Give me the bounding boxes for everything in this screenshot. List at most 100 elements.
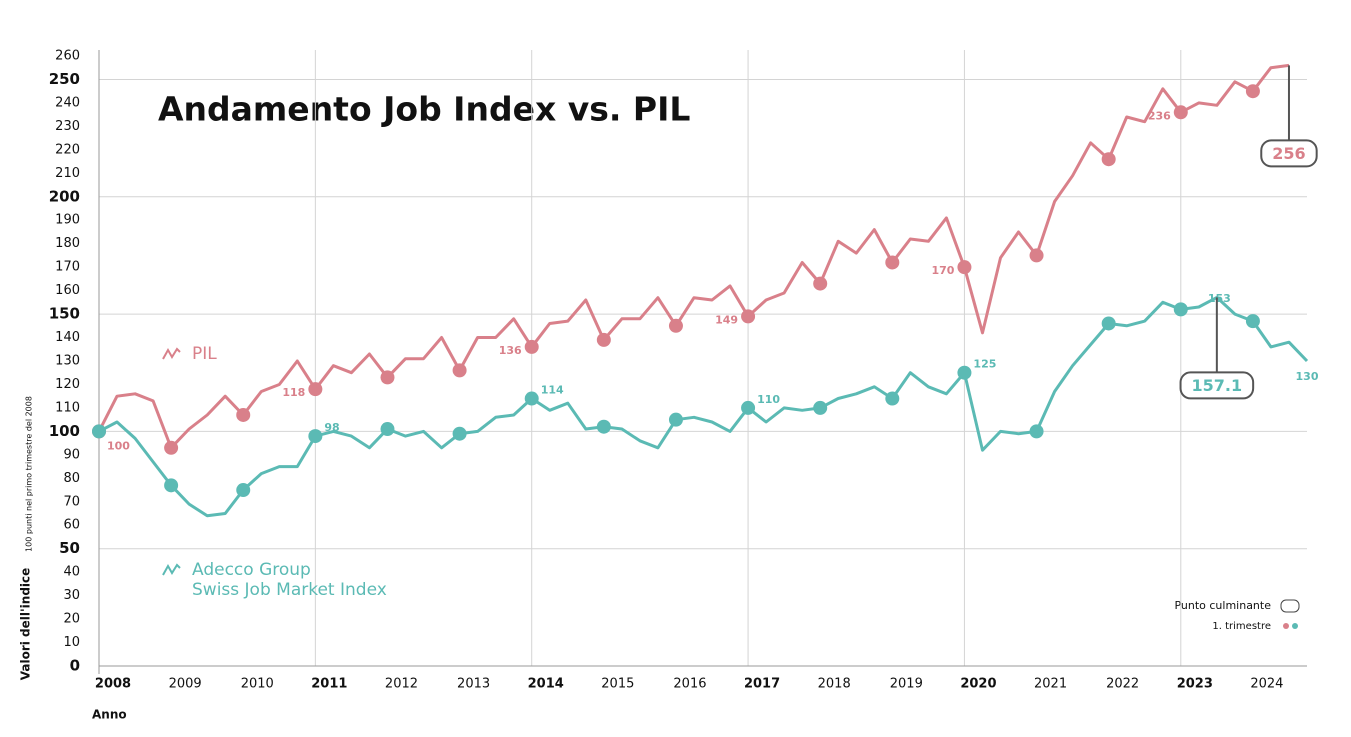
- y-tick-label: 150: [49, 305, 80, 323]
- peak-label: 256: [1272, 144, 1305, 163]
- y-tick-label: 30: [63, 588, 80, 603]
- legend-quarter: 1. trimestre: [1212, 621, 1271, 632]
- data-label: 136: [499, 344, 522, 357]
- y-tick-label: 170: [55, 260, 80, 275]
- y-axis-sublabel: 100 punti nel primo trimestre del 2008: [25, 396, 34, 552]
- x-axis-label: Anno: [92, 708, 127, 722]
- y-tick-label: 20: [63, 612, 80, 627]
- data-label: 130: [1296, 370, 1319, 383]
- x-tick-label: 2010: [241, 677, 274, 692]
- legend-icon: [162, 563, 181, 576]
- series-line: [98, 295, 1309, 518]
- quarter-dot: [885, 391, 900, 406]
- quarter-dot: [1173, 302, 1188, 317]
- x-tick-label: 2020: [960, 677, 996, 692]
- y-tick-label: 90: [63, 447, 80, 462]
- quarter-dot: [813, 400, 828, 415]
- y-tick-label: 130: [55, 354, 80, 369]
- data-label: 100: [107, 439, 130, 452]
- x-tick-label: 2014: [528, 677, 564, 692]
- x-tick-label: 2024: [1250, 677, 1283, 692]
- quarter-dot: [813, 276, 828, 291]
- y-tick-label: 220: [55, 142, 80, 157]
- y-tick-label: 230: [55, 119, 80, 134]
- y-tick-label: 10: [63, 635, 80, 650]
- peak-label: 157.1: [1192, 376, 1243, 395]
- y-tick-label: 110: [55, 400, 80, 415]
- quarter-dot: [957, 260, 972, 275]
- legend-label: PIL: [192, 344, 217, 364]
- quarter-dot: [668, 412, 683, 427]
- legend-quarter-dot: [1292, 623, 1298, 629]
- quarter-dot: [1101, 316, 1116, 331]
- y-tick-label: 120: [55, 377, 80, 392]
- quarter-dot: [596, 419, 611, 434]
- x-tick-label: 2011: [311, 677, 347, 692]
- quarter-dot: [741, 309, 756, 324]
- x-tick-label: 2009: [169, 677, 202, 692]
- data-label: 114: [541, 384, 564, 397]
- quarter-dot: [957, 365, 972, 380]
- quarter-dot: [452, 426, 467, 441]
- grid: [98, 50, 1307, 667]
- quarter-dot: [524, 391, 539, 406]
- quarter-dot: [524, 339, 539, 354]
- quarter-dot: [236, 483, 251, 498]
- quarter-dot: [596, 332, 611, 347]
- x-tick-label: 2021: [1034, 677, 1067, 692]
- quarter-dot: [92, 424, 106, 439]
- y-tick-label: 160: [55, 283, 80, 298]
- quarter-dot: [741, 400, 756, 415]
- series-line: [97, 63, 1290, 450]
- quarter-dot: [668, 318, 683, 333]
- y-tick-label: 0: [70, 657, 80, 675]
- x-tick-label: 2016: [673, 677, 706, 692]
- y-tick-label: 180: [55, 236, 80, 251]
- x-tick-label: 2023: [1177, 677, 1213, 692]
- x-tick-label: 2012: [385, 677, 418, 692]
- y-tick-label: 210: [55, 166, 80, 181]
- y-tick-label: 50: [59, 539, 80, 557]
- y-tick-label: 190: [55, 213, 80, 228]
- y-tick-label: 70: [63, 494, 80, 509]
- y-tick-label: 140: [55, 330, 80, 345]
- peak-box: [1179, 371, 1255, 400]
- quarter-dot: [885, 255, 900, 270]
- quarter-dot: [452, 363, 467, 378]
- legend-icon: [162, 347, 181, 360]
- data-label: 236: [1148, 109, 1171, 122]
- data-label: 118: [282, 386, 305, 399]
- quarter-dot: [1245, 84, 1260, 99]
- y-tick-label: 40: [63, 565, 80, 580]
- data-label: 125: [973, 358, 996, 371]
- y-tick-label: 260: [55, 49, 80, 64]
- x-tick-label: 2022: [1106, 677, 1139, 692]
- data-label: 170: [931, 264, 954, 277]
- quarter-dot: [1173, 105, 1188, 120]
- data-label: 149: [715, 313, 738, 326]
- y-tick-label: 250: [49, 70, 80, 88]
- x-tick-label: 2017: [744, 677, 780, 692]
- quarter-dot: [164, 440, 179, 455]
- quarter-dot: [308, 382, 323, 397]
- x-tick-label: 2013: [457, 677, 490, 692]
- x-tick-label: 2008: [95, 677, 131, 692]
- y-tick-label: 60: [63, 518, 80, 533]
- x-tick-label: 2019: [890, 677, 923, 692]
- quarter-dot: [380, 370, 395, 385]
- y-axis-label: Valori dell'indice: [19, 568, 33, 681]
- quarter-dot: [1029, 424, 1044, 439]
- quarter-dot: [380, 422, 395, 437]
- legend-peak-icon: [1280, 599, 1300, 613]
- legend-peak: Punto culminante: [1174, 599, 1271, 612]
- quarter-dot: [164, 478, 179, 493]
- chart-title: Andamento Job Index vs. PIL: [158, 90, 690, 129]
- quarter-dot: [1029, 248, 1044, 263]
- data-label: 98: [324, 421, 339, 434]
- quarter-dot: [1245, 314, 1260, 329]
- legend-label: Adecco Group Swiss Job Market Index: [192, 560, 387, 600]
- y-tick-label: 240: [55, 95, 80, 110]
- x-tick-label: 2015: [601, 677, 634, 692]
